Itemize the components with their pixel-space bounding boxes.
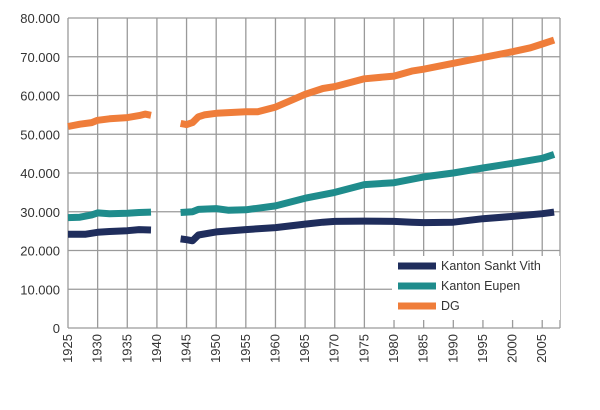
legend-label: Kanton Eupen — [441, 279, 520, 293]
y-tick-label: 10.000 — [20, 282, 60, 297]
x-axis-ticks: 1925 1930 1935 1940 1945 1950 1955 1960 1965 1970… — [60, 334, 549, 363]
x-tick-label: 2005 — [534, 334, 549, 363]
y-tick-label: 80.000 — [20, 11, 60, 26]
x-tick-label: 1995 — [475, 334, 490, 363]
y-axis-ticks: 0 10.000 20.000 30.000 40.000 50.000 60.000 70.… — [20, 11, 60, 336]
x-tick-label: 1980 — [386, 334, 401, 363]
x-tick-label: 1960 — [267, 334, 282, 363]
series-lines — [67, 36, 556, 245]
x-tick-label: 1930 — [90, 334, 105, 363]
x-tick-label: 1945 — [179, 334, 194, 363]
y-tick-label: 0 — [53, 321, 60, 336]
legend-label: DG — [441, 299, 460, 313]
x-tick-label: 1990 — [445, 334, 460, 363]
y-tick-label: 70.000 — [20, 50, 60, 65]
y-tick-label: 60.000 — [20, 89, 60, 104]
series-line-kanton-sankt-vith-segment-2 — [180, 208, 555, 245]
x-tick-label: 1970 — [327, 334, 342, 363]
x-tick-label: 1925 — [60, 334, 75, 363]
series-line-dg-segment-2 — [179, 36, 556, 129]
x-tick-label: 1935 — [119, 334, 134, 363]
series-line-kanton-sankt-vith-segment-1 — [68, 226, 152, 238]
x-tick-label: 1975 — [356, 334, 371, 363]
series-line-kanton-eupen-segment-1 — [67, 208, 152, 222]
y-tick-label: 40.000 — [20, 166, 60, 181]
y-tick-label: 30.000 — [20, 205, 60, 220]
legend: Kanton Sankt Vith Kanton Eupen DG — [392, 256, 560, 320]
series-line-kanton-eupen-segment-2 — [180, 151, 556, 216]
x-tick-label: 1965 — [297, 334, 312, 363]
x-tick-label: 1955 — [238, 334, 253, 363]
y-tick-label: 20.000 — [20, 244, 60, 259]
x-tick-label: 1950 — [208, 334, 223, 363]
y-tick-label: 50.000 — [20, 127, 60, 142]
x-tick-label: 1985 — [416, 334, 431, 363]
x-tick-label: 2000 — [505, 334, 520, 363]
x-tick-label: 1940 — [149, 334, 164, 363]
legend-label: Kanton Sankt Vith — [441, 259, 541, 273]
series-line-dg-segment-1 — [67, 110, 152, 130]
